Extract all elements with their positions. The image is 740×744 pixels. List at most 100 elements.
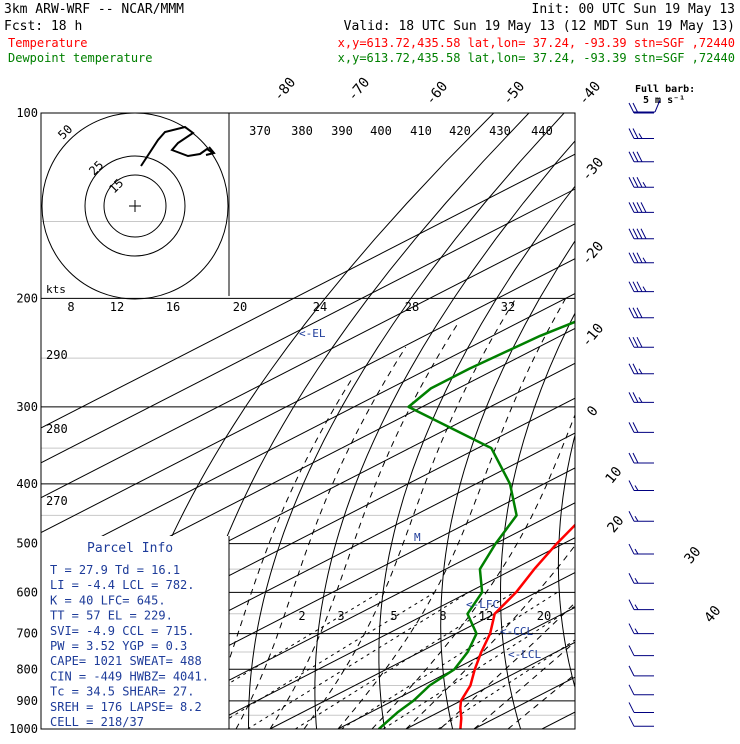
- theta-e-label-32: 32: [501, 300, 515, 314]
- isotherm--70: [41, 327, 575, 603]
- theta-e-label-12: 12: [110, 300, 124, 314]
- mixing-ratio-2: [211, 591, 436, 729]
- hodograph-ring-label-25: 25: [86, 158, 106, 178]
- pressure-label-500: 500: [16, 537, 38, 551]
- wind-barb-full-4-0: [628, 202, 635, 213]
- wind-barb-half-6: [642, 257, 647, 263]
- wind-barb-half-19: [634, 628, 639, 634]
- moist-adiabat-5: [303, 298, 517, 729]
- isotherm-0: [269, 572, 575, 729]
- isotherm--90: [41, 258, 575, 534]
- moist-adiabat--5: [235, 346, 407, 729]
- pressure-label-900: 900: [16, 694, 38, 708]
- left-theta-label-270: 270: [46, 494, 68, 508]
- wind-barb-15: [628, 511, 654, 522]
- theta-label-440: 440: [531, 124, 553, 138]
- dewpoint-legend: Dewpoint temperature: [8, 51, 153, 65]
- wind-barb-full-4-4: [632, 202, 639, 213]
- wind-barb-full-5-12: [640, 228, 647, 239]
- mixing-ratio-label-3: 3: [337, 609, 344, 623]
- wind-barb-full-3-8: [636, 177, 643, 188]
- theta-e-label-24: 24: [313, 300, 327, 314]
- pressure-label-400: 400: [16, 477, 38, 491]
- level-annotations: <-EL <-LFC <-CCL <-LCL M: [299, 327, 541, 661]
- wind-barb-full-10-4: [632, 363, 639, 374]
- wind-barb-full-13-0: [628, 452, 635, 464]
- wind-barb-0: [628, 102, 654, 114]
- theta-e-label-20: 20: [233, 300, 247, 314]
- dewpoint-location: x,y=613.72,435.58 lat,lon= 37.24, -93.39…: [338, 51, 735, 65]
- dry-adiabat-340: [669, 113, 740, 729]
- isotherm-label--10: -10: [579, 321, 608, 351]
- pressure-label-800: 800: [16, 662, 38, 676]
- valid-time: Valid: 18 UTC Sun 19 May 13 (12 MDT Sun …: [344, 19, 735, 34]
- parcel-info-line-0: T = 27.9 Td = 16.1: [50, 563, 180, 577]
- wind-barb-full-6-4: [632, 252, 639, 263]
- wind-barb-22: [628, 684, 654, 696]
- wind-barb-half-17: [634, 578, 639, 584]
- wind-barb-full-8-0: [628, 307, 635, 319]
- wind-barb-full-19-0: [628, 623, 635, 634]
- barb-legend-value: 5 m s⁻¹: [643, 95, 685, 106]
- wind-barb-half-3: [642, 182, 647, 188]
- wind-barb-18: [628, 599, 654, 611]
- wind-barb-full-14-0: [628, 480, 635, 491]
- isotherm-label--30: -30: [579, 155, 608, 185]
- wind-barb-21: [628, 665, 654, 677]
- hodograph: 50 25 15 kts: [41, 112, 230, 300]
- wind-barb-full-6-0: [628, 252, 635, 263]
- mixing-ratio-12: [382, 605, 575, 729]
- wind-barb-full-7-4: [632, 281, 639, 292]
- wind-barb-half-14: [634, 485, 639, 491]
- dry-adiabat-270: [247, 113, 565, 729]
- wind-barb-3: [628, 177, 654, 188]
- wind-barb-full-13-4: [632, 452, 639, 464]
- isotherm-label--20: -20: [579, 239, 608, 269]
- wind-barb-full-8-4: [632, 307, 639, 319]
- moist-adiabat-20: [405, 544, 575, 729]
- hodograph-ring-15: [103, 174, 167, 238]
- moist-adiabat-15: [371, 413, 575, 729]
- dry-adiabat-260: [180, 113, 530, 729]
- wind-barb-17: [628, 573, 654, 584]
- wind-barb-full-2-4: [632, 151, 639, 162]
- parcel-info-line-3: TT = 57 EL = 229.: [50, 609, 173, 623]
- wind-barb-20: [628, 645, 654, 657]
- wind-barb-full-12-0: [628, 422, 635, 433]
- wind-barb-full-20-0: [628, 645, 635, 656]
- isotherm-20: [405, 641, 575, 729]
- wind-barb-12: [628, 422, 654, 433]
- dry-adiabat-310: [499, 312, 575, 729]
- isotherm--20: [133, 502, 575, 729]
- theta-label-380: 380: [291, 124, 313, 138]
- theta-label-400: 400: [370, 124, 392, 138]
- ccl-marker: <-CCL: [500, 625, 533, 638]
- pressure-label-1000: 1000: [9, 722, 38, 736]
- wind-barb-full-1-4: [632, 128, 639, 139]
- wind-barb-half-1: [638, 133, 643, 139]
- hodograph-ring-label-15: 15: [106, 176, 126, 196]
- wind-barb-full-3-4: [632, 177, 639, 188]
- wind-barb-full-22-0: [628, 684, 635, 696]
- wind-barb-19: [628, 623, 654, 635]
- temperature-profile: [459, 523, 575, 729]
- m-marker: M: [414, 531, 421, 544]
- wind-barb-8: [628, 307, 654, 319]
- wind-barb-full-8-8: [636, 307, 643, 319]
- temperature-legend: Temperature: [8, 36, 87, 50]
- isotherm--110: [41, 188, 575, 464]
- wind-barb-full-15-0: [628, 511, 635, 522]
- wind-barb-full-11-4: [632, 392, 639, 403]
- theta-label-410: 410: [410, 124, 432, 138]
- isotherm-label-20: 20: [604, 513, 627, 536]
- mixing-ratio-3: [247, 591, 470, 729]
- isotherm-label--50: -50: [500, 79, 529, 109]
- wind-barb-full-7-8: [636, 281, 643, 292]
- wind-barb-full-0-0: [628, 102, 635, 114]
- mixing-ratio-label-5: 5: [390, 609, 397, 623]
- wind-barb-full-3-0: [628, 177, 635, 188]
- wind-barb-full-9-4: [632, 336, 639, 348]
- isotherm-label--40: -40: [576, 79, 605, 109]
